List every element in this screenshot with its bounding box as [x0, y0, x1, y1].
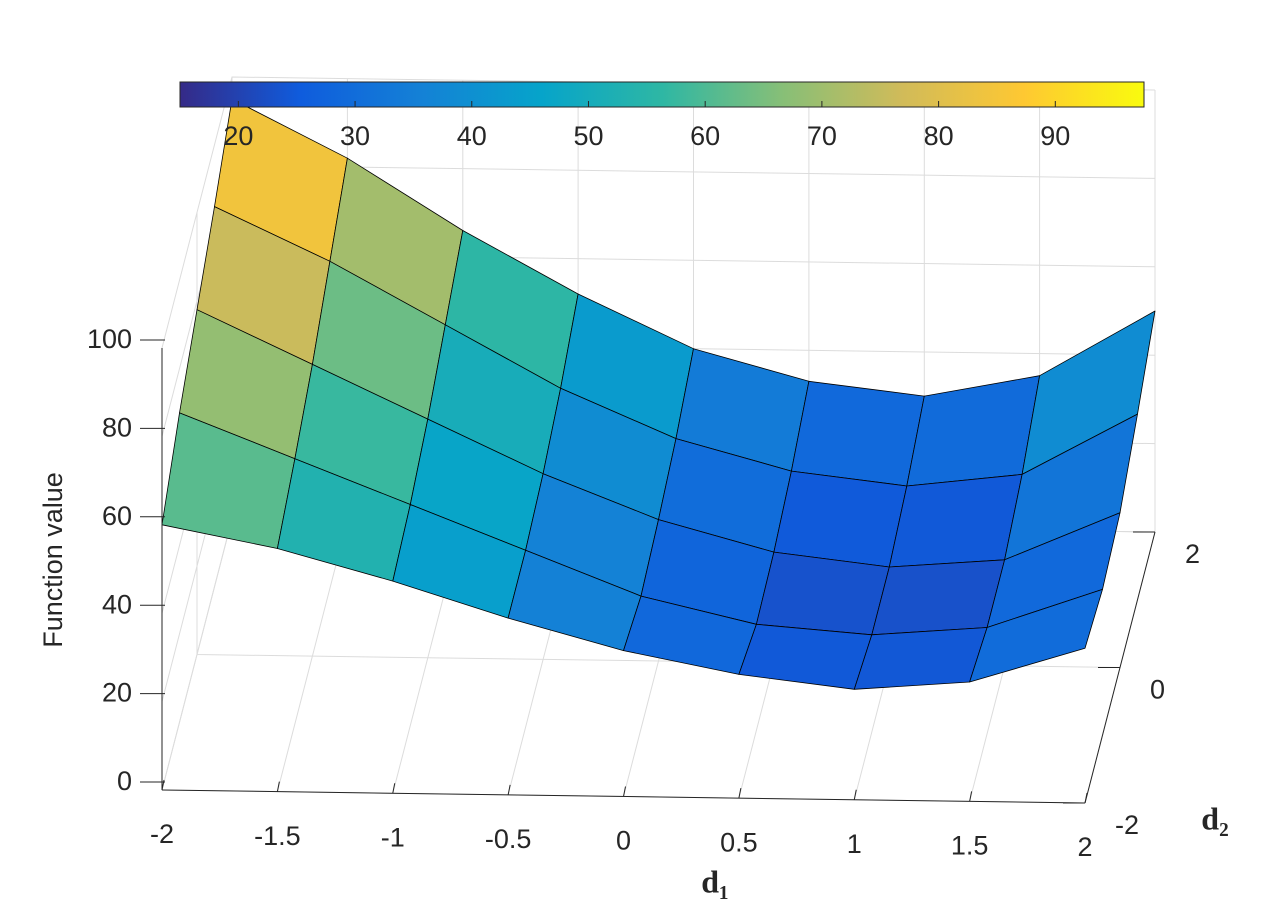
x-tick [853, 789, 857, 800]
colorbar-tick-label: 50 [573, 121, 603, 151]
z-axis-label: Function value [38, 472, 68, 648]
z-tick-label: 80 [102, 413, 132, 443]
x-tick [392, 783, 396, 794]
x-tick-label: 1.5 [951, 831, 989, 861]
surface-patch [791, 380, 925, 487]
y-tick-label: 2 [1185, 539, 1200, 569]
colorbar-tick-label: 70 [807, 121, 837, 151]
x-tick [969, 791, 973, 802]
colorbar-tick-label: 20 [223, 121, 253, 151]
surface-patch [888, 473, 1023, 568]
x-tick-label: -0.5 [485, 824, 532, 854]
y-tick-label: 0 [1150, 675, 1165, 705]
z-tick-label: 0 [117, 766, 132, 796]
z-tick-label: 60 [102, 501, 132, 531]
surface-patch [756, 551, 890, 636]
x-tick-label: 1 [847, 829, 862, 859]
x-tick-label: 2 [1077, 832, 1092, 862]
x-tick-label: 0.5 [720, 827, 758, 857]
x-tick [623, 786, 626, 797]
z-tick-label: 40 [102, 589, 132, 619]
x-tick [738, 788, 742, 799]
surface-patch [853, 627, 988, 690]
x-tick-label: -1.5 [254, 821, 301, 851]
y-axis-label: d₂ [1201, 800, 1228, 836]
surface-patch [871, 559, 1005, 636]
x-tick-label: -2 [150, 819, 174, 849]
surface-patch [969, 589, 1103, 683]
x-tick [1084, 792, 1088, 804]
x-axis-label: d₁ [701, 863, 728, 899]
colorbar-tick-label: 40 [457, 121, 487, 151]
colorbar [179, 81, 1145, 108]
surface-patch [906, 375, 1040, 487]
surface-patch [773, 470, 908, 568]
x-tick [507, 784, 511, 795]
colorbar-tick-label: 60 [690, 121, 720, 151]
colorbar-tick-label: 90 [1040, 121, 1070, 151]
x-tick [276, 781, 280, 792]
colorbar-tick-label: 80 [924, 121, 954, 151]
z-tick-label: 100 [87, 324, 132, 354]
z-tick-label: 20 [102, 678, 132, 708]
x-tick-label: 0 [616, 826, 631, 856]
colorbar-tick-label: 30 [340, 121, 370, 151]
y-tick-label: -2 [1115, 810, 1139, 840]
x-tick-label: -1 [381, 822, 405, 852]
surface-patch [738, 623, 873, 690]
